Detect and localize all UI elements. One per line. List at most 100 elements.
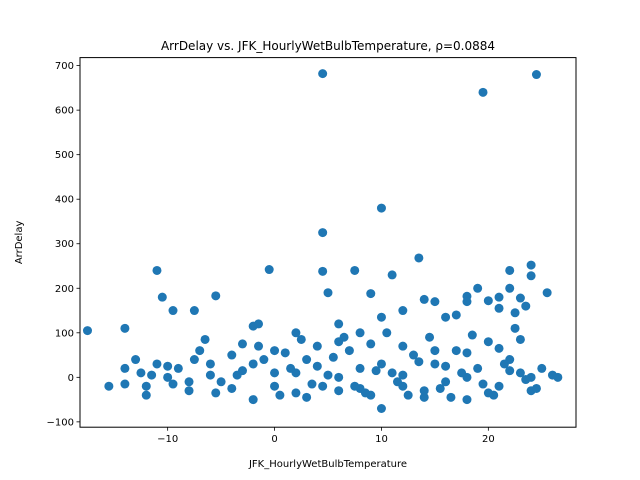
data-point <box>451 310 461 320</box>
data-point <box>531 70 541 80</box>
data-point <box>334 337 344 347</box>
data-point <box>430 297 440 307</box>
data-point <box>168 379 178 389</box>
data-point <box>462 297 472 307</box>
y-tick-label: 700 <box>55 61 74 72</box>
data-point <box>537 363 547 373</box>
x-axis-label: JFK_HourlyWetBulbTemperature <box>248 459 407 470</box>
data-point <box>141 381 151 391</box>
data-point <box>312 341 322 351</box>
data-point <box>398 306 408 316</box>
y-tick-label: 200 <box>55 284 74 295</box>
data-point <box>355 328 365 338</box>
data-point <box>270 346 280 356</box>
data-point <box>131 355 141 365</box>
y-tick-label: 600 <box>55 106 74 117</box>
data-point <box>376 404 386 413</box>
data-point <box>147 370 157 380</box>
data-point <box>227 383 237 393</box>
data-point <box>547 370 557 380</box>
data-point <box>312 361 322 371</box>
y-tick-label: 100 <box>55 328 74 339</box>
data-point <box>419 392 429 402</box>
data-point <box>318 381 328 391</box>
data-point <box>318 266 328 276</box>
data-point <box>328 352 338 362</box>
data-point <box>323 370 333 380</box>
data-point <box>184 377 194 387</box>
data-point <box>510 323 520 333</box>
data-point <box>275 390 285 400</box>
data-point <box>296 334 306 344</box>
data-point <box>483 337 493 347</box>
data-point <box>136 368 146 378</box>
data-point <box>291 328 301 338</box>
data-point <box>366 339 376 349</box>
data-point <box>200 334 210 344</box>
data-point <box>430 346 440 356</box>
data-point <box>184 386 194 396</box>
y-tick-label: 500 <box>55 150 74 161</box>
data-point <box>457 368 467 378</box>
data-point <box>425 332 435 342</box>
data-point <box>462 395 472 405</box>
data-point <box>473 363 483 373</box>
data-point <box>494 343 504 353</box>
data-point <box>237 339 247 349</box>
data-point <box>451 346 461 356</box>
data-point <box>414 357 424 367</box>
data-point <box>82 326 92 336</box>
x-tick-label: 20 <box>482 434 495 445</box>
y-axis: −100 0 100 200 300 400 500 600 700 <box>47 61 80 428</box>
y-axis-label: ArrDelay <box>14 221 25 265</box>
data-point <box>526 271 536 281</box>
data-point <box>120 379 130 389</box>
data-point <box>211 291 221 301</box>
data-point <box>435 383 445 393</box>
data-point <box>409 350 419 360</box>
data-point <box>478 87 488 97</box>
data-point <box>302 392 312 402</box>
data-point <box>259 355 269 365</box>
data-point <box>371 366 381 376</box>
data-point <box>152 265 162 275</box>
data-point <box>494 292 504 302</box>
data-point <box>318 228 328 238</box>
data-point <box>376 203 386 213</box>
data-point <box>505 265 515 275</box>
data-point <box>189 306 199 316</box>
data-point <box>441 377 451 387</box>
data-point <box>521 375 531 385</box>
data-point <box>302 355 312 365</box>
data-point <box>307 379 317 389</box>
data-point <box>526 260 536 270</box>
data-point <box>205 370 215 380</box>
data-point <box>120 363 130 373</box>
data-point <box>211 388 221 398</box>
data-point <box>216 377 226 387</box>
chart-title: ArrDelay vs. JFK_HourlyWetBulbTemperatur… <box>161 39 495 53</box>
data-point <box>334 386 344 396</box>
data-point <box>152 359 162 369</box>
data-point <box>163 361 173 371</box>
data-point <box>419 294 429 304</box>
data-point <box>478 379 488 389</box>
data-point <box>227 350 237 360</box>
x-tick-label: 10 <box>375 434 388 445</box>
data-point <box>467 330 477 340</box>
data-point <box>350 265 360 275</box>
x-tick-label: −10 <box>157 434 178 445</box>
data-point <box>195 346 205 356</box>
data-point <box>489 390 499 400</box>
data-point <box>382 328 392 338</box>
data-point <box>334 319 344 329</box>
data-point <box>398 341 408 351</box>
data-point <box>254 319 264 329</box>
data-point <box>398 370 408 380</box>
data-point <box>521 301 531 311</box>
data-point <box>376 359 386 369</box>
data-point <box>515 293 525 303</box>
data-point <box>462 348 472 358</box>
data-point <box>360 388 370 398</box>
